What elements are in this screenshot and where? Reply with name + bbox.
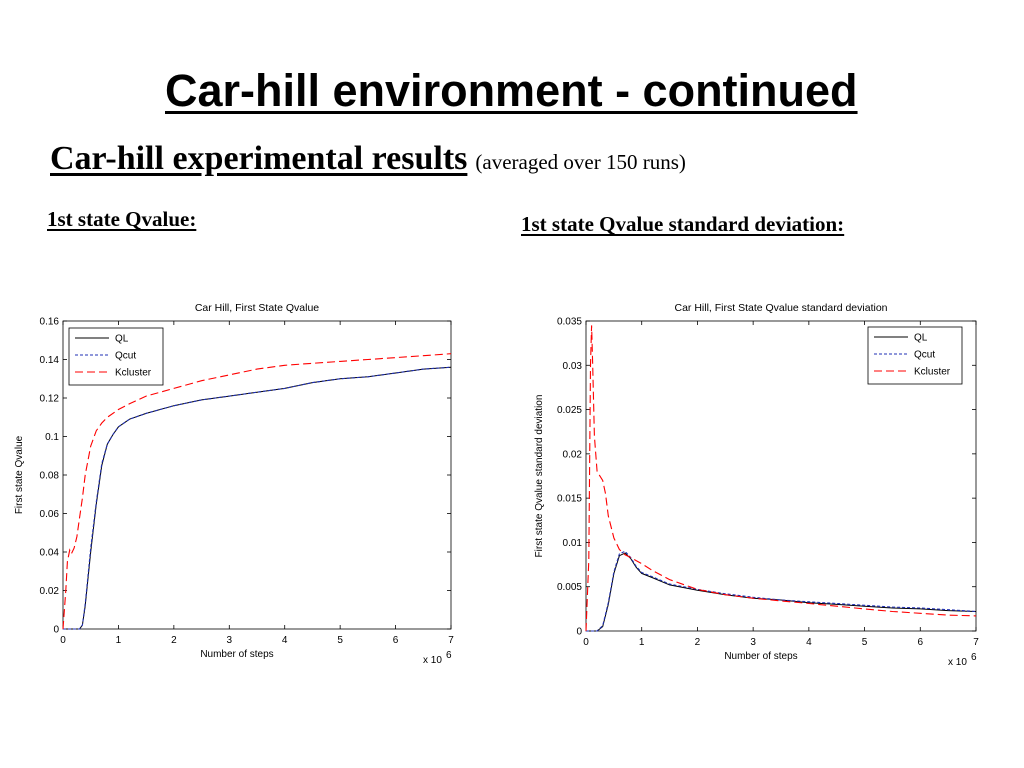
y-tick-label: 0 bbox=[576, 627, 582, 638]
series-line-kcluster bbox=[585, 325, 977, 632]
x-axis-label: Number of steps bbox=[200, 649, 273, 660]
right-panel-heading: 1st state Qvalue standard deviation: bbox=[521, 212, 845, 236]
legend-label-qcut: Qcut bbox=[115, 351, 136, 362]
x-tick-label: 7 bbox=[973, 637, 979, 648]
x-exponent: 6 bbox=[446, 650, 452, 661]
y-axis-label: First state Qvalue standard deviation bbox=[534, 395, 545, 558]
y-tick-label: 0.025 bbox=[557, 405, 582, 416]
series-line-qcut bbox=[586, 550, 977, 632]
slide-subtitle: Car-hill experimental results (averaged o… bbox=[50, 140, 686, 178]
legend-label-ql: QL bbox=[914, 333, 928, 344]
x-tick-label: 3 bbox=[227, 635, 233, 646]
x-tick-label: 3 bbox=[750, 637, 756, 648]
series-line-kcluster bbox=[62, 353, 452, 630]
x-exponent-label: x 10 bbox=[948, 657, 967, 668]
x-tick-label: 1 bbox=[639, 637, 645, 648]
legend-label-ql: QL bbox=[115, 334, 129, 345]
left-panel-heading: 1st state Qvalue: bbox=[47, 207, 197, 231]
x-tick-label: 2 bbox=[695, 637, 701, 648]
series-line-qcut bbox=[63, 366, 452, 630]
legend-label-kcluster: Kcluster bbox=[914, 367, 951, 378]
y-tick-label: 0.01 bbox=[563, 538, 583, 549]
y-tick-label: 0.12 bbox=[40, 394, 60, 405]
x-tick-label: 7 bbox=[448, 635, 454, 646]
qvalue-chart: Car Hill, First State Qvalue 0 1 2 3 4 5 6 7 0 0.0… bbox=[14, 302, 454, 666]
x-tick-label: 6 bbox=[393, 635, 399, 646]
slide-title: Car-hill environment - continued bbox=[165, 65, 858, 116]
y-tick-label: 0.005 bbox=[557, 582, 582, 593]
y-tick-label: 0 bbox=[53, 625, 59, 636]
x-tick-label: 0 bbox=[583, 637, 589, 648]
subtitle-note: (averaged over 150 runs) bbox=[475, 150, 686, 174]
x-tick-label: 1 bbox=[116, 635, 122, 646]
x-tick-label: 5 bbox=[337, 635, 343, 646]
y-tick-label: 0.03 bbox=[563, 361, 583, 372]
x-tick-label: 5 bbox=[862, 637, 868, 648]
legend-label-qcut: Qcut bbox=[914, 350, 935, 361]
y-tick-label: 0.04 bbox=[40, 548, 60, 559]
legend-label-kcluster: Kcluster bbox=[115, 368, 152, 379]
x-tick-label: 2 bbox=[171, 635, 177, 646]
y-axis-label: First state Qvalue bbox=[14, 435, 25, 514]
y-tick-label: 0.14 bbox=[40, 355, 60, 366]
subtitle-main: Car-hill experimental results bbox=[50, 140, 468, 177]
chart-title: Car Hill, First State Qvalue standard de… bbox=[674, 302, 887, 314]
x-tick-label: 4 bbox=[806, 637, 812, 648]
x-axis-label: Number of steps bbox=[724, 651, 797, 662]
qvalue-std-chart: Car Hill, First State Qvalue standard de… bbox=[534, 302, 979, 668]
y-tick-label: 0.16 bbox=[40, 317, 60, 328]
x-tick-label: 4 bbox=[282, 635, 288, 646]
y-tick-label: 0.06 bbox=[40, 509, 60, 520]
y-tick-label: 0.015 bbox=[557, 494, 582, 505]
y-tick-label: 0.02 bbox=[40, 586, 60, 597]
y-tick-label: 0.035 bbox=[557, 317, 582, 328]
y-tick-label: 0.1 bbox=[45, 432, 59, 443]
chart-title: Car Hill, First State Qvalue bbox=[195, 302, 319, 314]
x-exponent: 6 bbox=[971, 652, 977, 663]
x-exponent-label: x 10 bbox=[423, 655, 442, 666]
y-tick-label: 0.08 bbox=[40, 471, 60, 482]
x-tick-label: 6 bbox=[918, 637, 924, 648]
y-tick-label: 0.02 bbox=[563, 449, 583, 460]
x-tick-label: 0 bbox=[60, 635, 66, 646]
